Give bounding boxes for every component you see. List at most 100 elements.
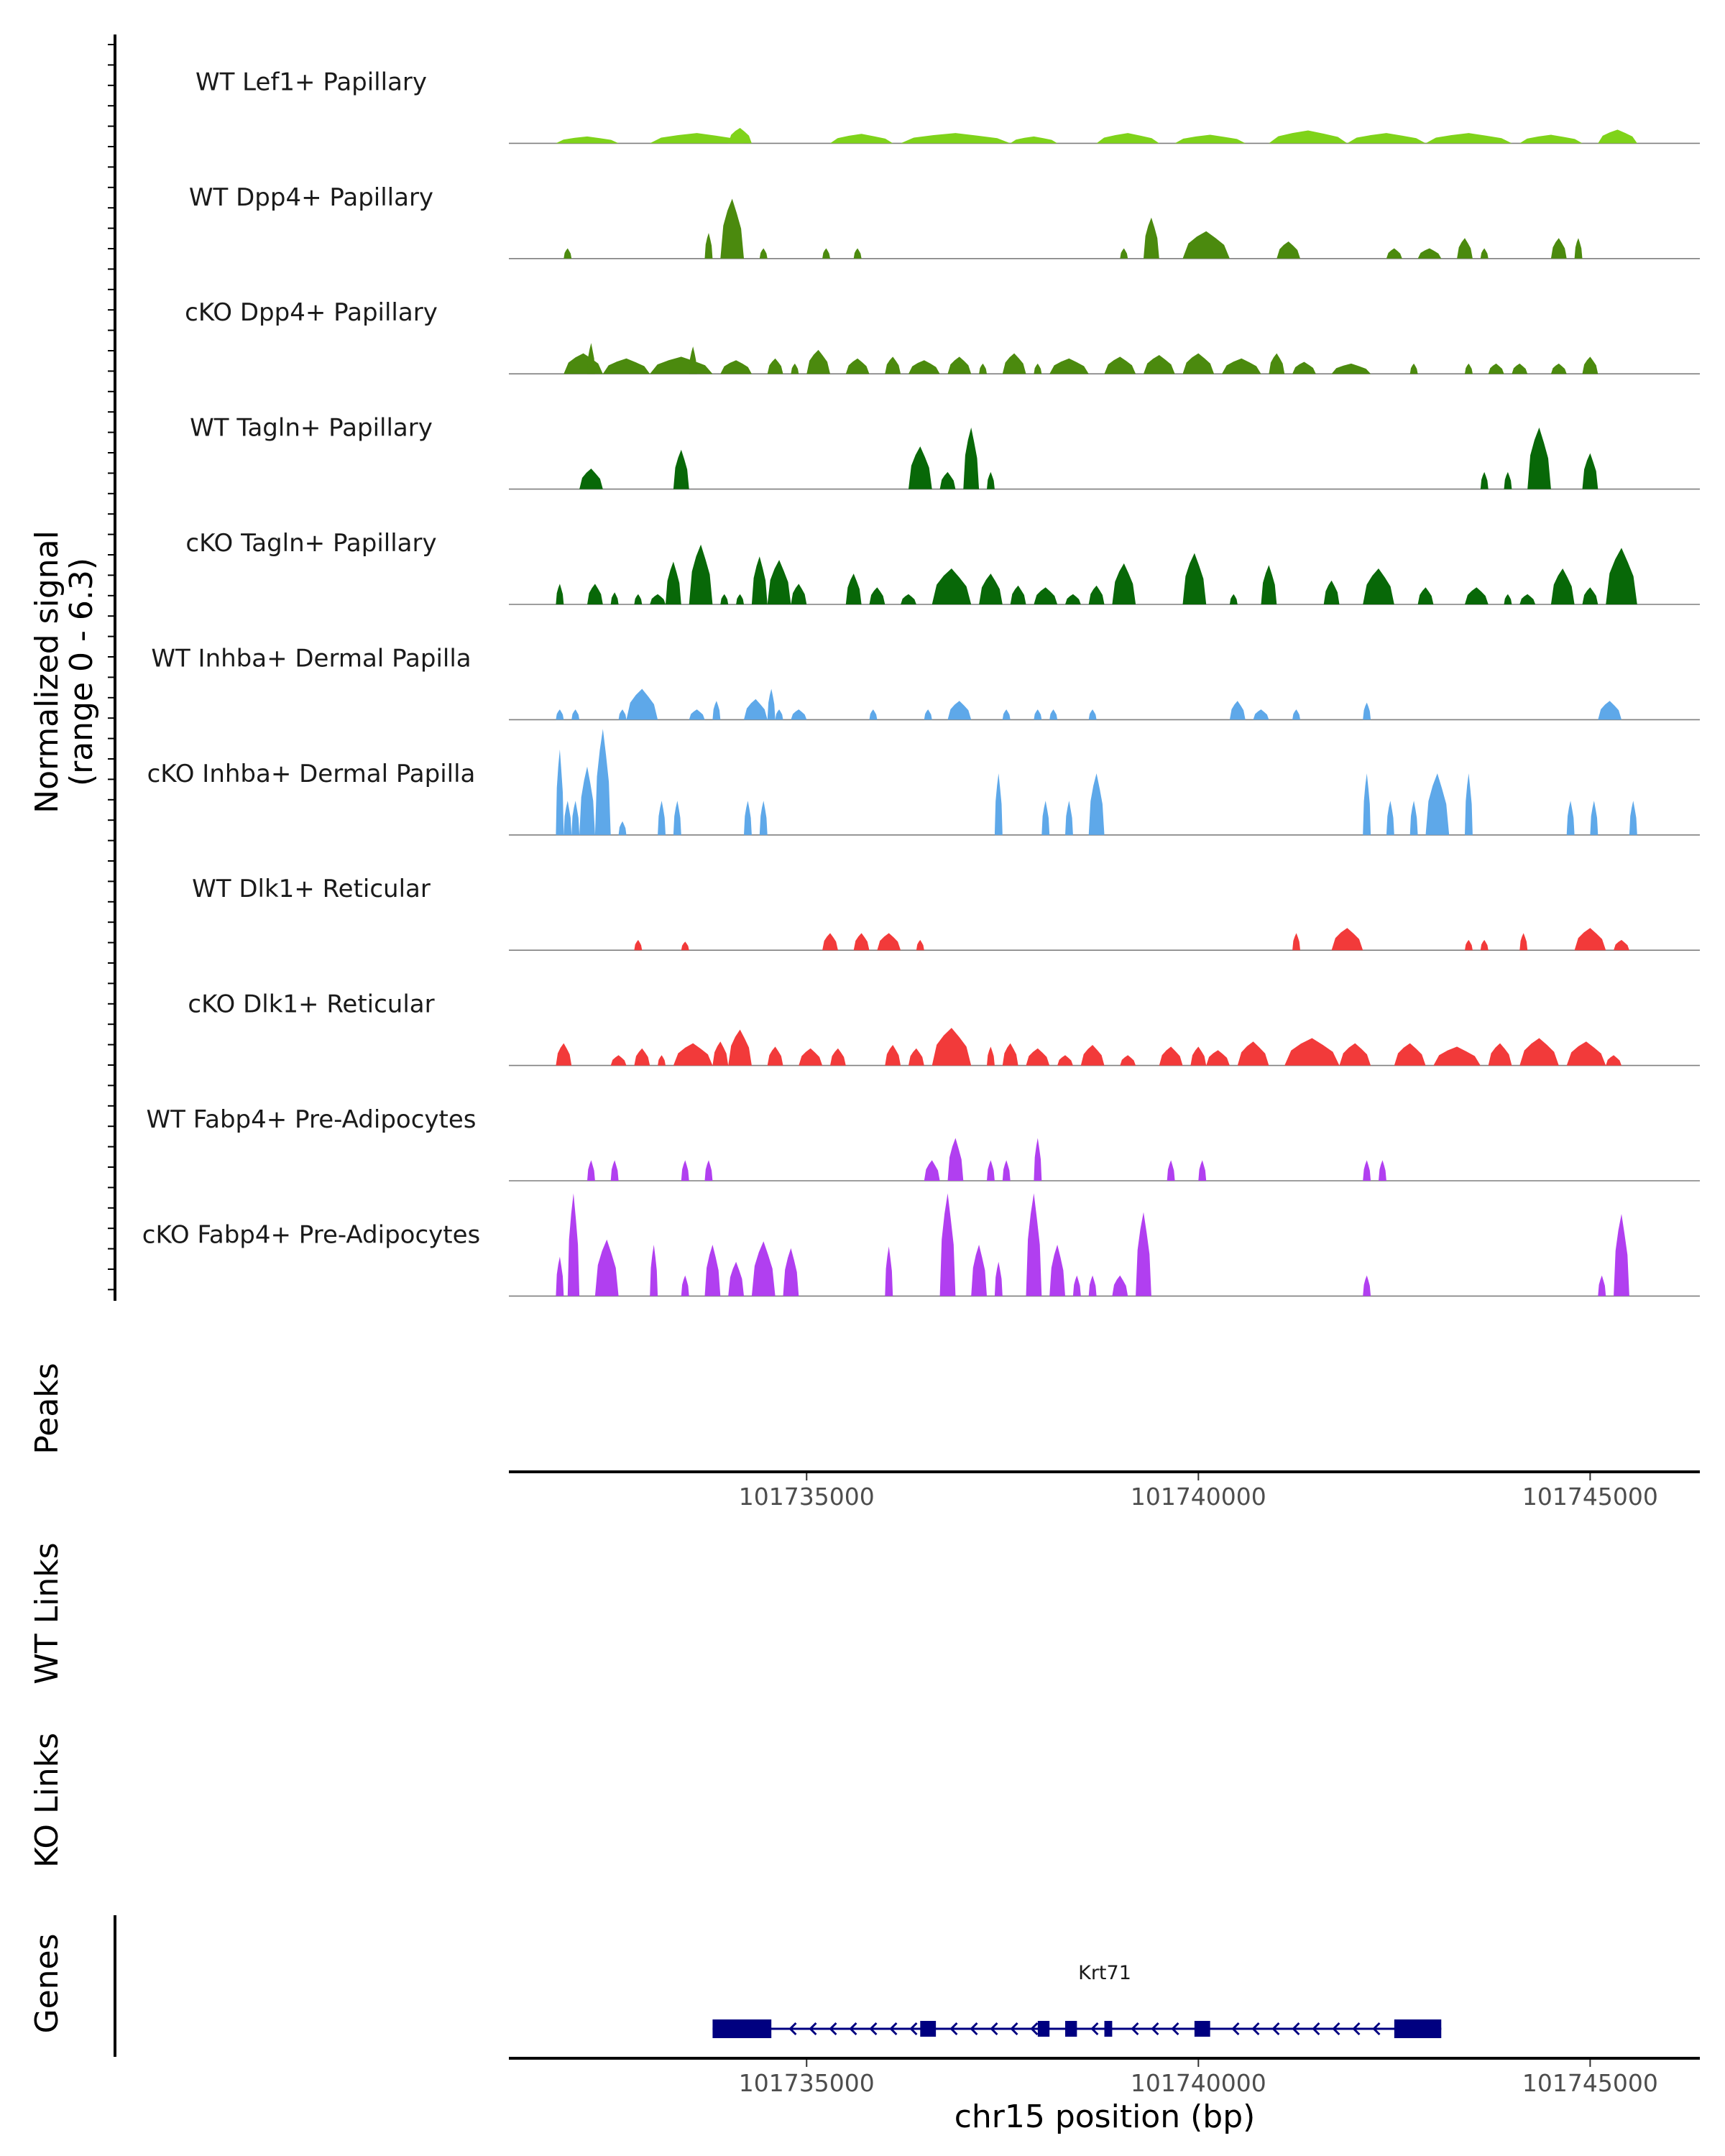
coverage-peak — [979, 573, 1003, 604]
coverage-peak — [845, 358, 870, 374]
coverage-peak — [1292, 933, 1300, 951]
coverage-peak — [1629, 801, 1637, 835]
coverage-peak — [681, 941, 689, 951]
coverage-peak — [1065, 594, 1081, 604]
coverage-peak — [1237, 1041, 1269, 1066]
coverage-peak — [1080, 1045, 1105, 1066]
coverage-peak — [971, 1245, 987, 1296]
coverage-peak — [1465, 363, 1473, 374]
signal-y-axis-subtitle: (range 0 - 6.3) — [63, 558, 100, 786]
coverage-peak — [1167, 1160, 1175, 1181]
coverage-peak — [1182, 353, 1215, 374]
gene-exon — [1394, 2019, 1442, 2038]
coverage-peak — [564, 248, 572, 259]
coverage-peak — [1339, 1043, 1371, 1066]
coverage-peak — [759, 801, 768, 835]
coverage-peak — [681, 1160, 689, 1181]
coverage-peak — [1136, 1212, 1151, 1296]
coverage-track: cKO Fabp4+ Pre-Adipocytes — [142, 1193, 1700, 1297]
coverage-peak — [1292, 361, 1316, 374]
strand-arrow — [1292, 2022, 1300, 2036]
coverage-peak — [1519, 594, 1536, 604]
coverage-peak — [1096, 133, 1159, 144]
coverage-track: WT Fabp4+ Pre-Adipocytes — [147, 1105, 1700, 1181]
coverage-peak — [728, 128, 752, 144]
x-axis-tick-label: 101745000 — [1522, 2069, 1658, 2097]
strand-arrow — [788, 2022, 797, 2036]
coverage-peak — [791, 709, 807, 720]
coverage-peak — [1034, 709, 1042, 720]
strand-arrow — [1231, 2022, 1240, 2036]
coverage-peak — [1386, 248, 1402, 259]
genes-x-axis: 101735000 101740000 101745000 — [739, 2060, 1658, 2097]
coverage-peak — [556, 1256, 564, 1296]
coverage-peak — [1425, 133, 1512, 144]
coverage-peak — [720, 594, 729, 604]
coverage-peak — [1566, 801, 1575, 835]
signal-y-axis-title: Normalized signal — [29, 530, 65, 814]
coverage-peak — [610, 1055, 627, 1066]
coverage-peak — [673, 449, 689, 489]
coverage-peak — [587, 1160, 595, 1181]
strand-arrow — [1131, 2022, 1139, 2036]
strand-arrow — [1251, 2022, 1260, 2036]
coverage-peak — [571, 709, 580, 720]
strand-arrow — [889, 2022, 898, 2036]
x-axis-tick-label: 101740000 — [1131, 2069, 1266, 2097]
coverage-peak — [1088, 1275, 1097, 1296]
coverage-peak — [877, 933, 901, 951]
coverage-tracks: WT Lef1+ Papillary WT Dpp4+ Papillary cKO … — [142, 68, 1700, 1297]
coverage-peak — [736, 594, 744, 604]
strand-arrow — [949, 2022, 958, 2036]
coverage-peak — [1480, 471, 1489, 489]
coverage-peak — [1002, 709, 1011, 720]
wt-links-track-label: WT Links — [29, 1542, 65, 1684]
track-label: cKO Fabp4+ Pre-Adipocytes — [142, 1220, 481, 1249]
coverage-peak — [1590, 801, 1598, 835]
coverage-peak — [1034, 587, 1058, 604]
gene-exon — [1064, 2021, 1077, 2037]
track-label: WT Lef1+ Papillary — [196, 68, 427, 96]
coverage-peak — [1480, 248, 1489, 259]
coverage-peak — [994, 773, 1003, 835]
coverage-peak — [1182, 553, 1207, 604]
coverage-peak — [1550, 363, 1567, 374]
coverage-peak — [963, 427, 980, 489]
coverage-peak — [853, 933, 870, 951]
coverage-peak — [728, 1029, 752, 1066]
coverage-peak — [1088, 773, 1105, 835]
track-label: cKO Tagln+ Papillary — [185, 529, 436, 558]
coverage-peak — [751, 556, 768, 604]
coverage-track: cKO Tagln+ Papillary — [185, 529, 1700, 605]
coverage-peak — [689, 709, 705, 720]
strand-arrow — [829, 2022, 837, 2036]
x-axis-tick-label: 101735000 — [739, 1483, 875, 1511]
coverage-peak — [1049, 1245, 1065, 1296]
coverage-track: WT Inhba+ Dermal Papilla — [151, 644, 1700, 721]
coverage-peak — [666, 561, 681, 604]
track-label: WT Dlk1+ Reticular — [192, 875, 431, 903]
coverage-peak — [1034, 363, 1042, 374]
coverage-peak — [1614, 939, 1629, 951]
coverage-peak — [1433, 1046, 1481, 1066]
strand-arrow — [1171, 2022, 1179, 2036]
coverage-peak — [799, 1048, 823, 1066]
x-axis-title: chr15 position (bp) — [954, 2099, 1256, 2135]
coverage-peak — [1331, 928, 1363, 951]
coverage-peak — [1057, 1055, 1073, 1066]
coverage-peak — [1088, 709, 1097, 720]
coverage-peak — [1519, 1038, 1559, 1066]
coverage-peak — [704, 1245, 721, 1296]
coverage-peak — [1010, 136, 1058, 144]
coverage-peak — [830, 134, 893, 144]
strand-arrow — [990, 2022, 998, 2036]
coverage-peak — [1465, 773, 1473, 835]
coverage-peak — [1182, 231, 1230, 259]
coverage-peak — [602, 358, 650, 374]
coverage-peak — [751, 1241, 776, 1296]
strand-arrow — [909, 2022, 918, 2036]
gene-exon — [1037, 2021, 1050, 2037]
coverage-peak — [650, 1245, 658, 1296]
strand-arrow — [849, 2022, 857, 2036]
